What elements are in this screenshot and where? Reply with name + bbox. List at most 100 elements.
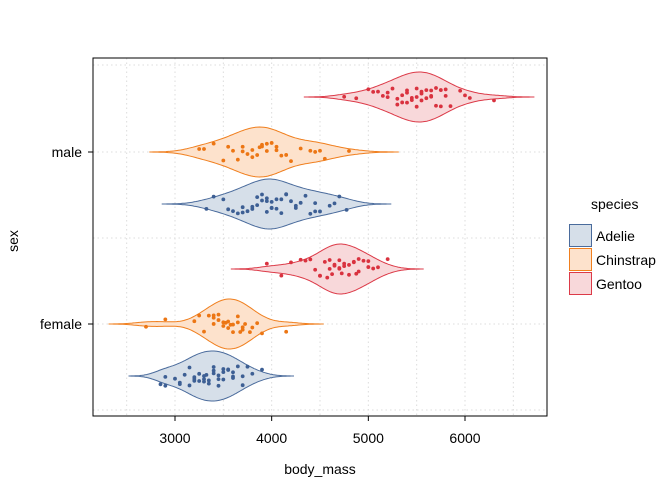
data-point xyxy=(279,197,284,202)
data-point xyxy=(221,158,226,163)
data-point xyxy=(264,149,269,153)
data-point xyxy=(255,153,260,157)
data-point xyxy=(279,273,284,278)
data-point xyxy=(226,144,231,149)
data-point xyxy=(231,148,235,153)
data-point xyxy=(243,322,247,326)
data-point xyxy=(400,93,405,98)
data-point xyxy=(240,210,245,215)
violins xyxy=(108,71,535,402)
data-point xyxy=(206,313,211,318)
data-point xyxy=(264,199,269,204)
data-point xyxy=(332,201,337,206)
data-point xyxy=(187,365,192,370)
data-point xyxy=(269,199,274,204)
data-point xyxy=(467,96,472,100)
data-point xyxy=(163,383,168,388)
legend-label: Gentoo xyxy=(596,276,642,292)
data-point xyxy=(409,96,414,100)
data-point xyxy=(390,86,395,91)
data-point xyxy=(284,153,289,157)
y-tick-label: female xyxy=(40,316,82,332)
data-point xyxy=(313,209,318,214)
data-point xyxy=(325,275,330,280)
data-point xyxy=(144,324,148,329)
legend: species Adelie Chinstrap Gentoo xyxy=(569,196,656,295)
violin-female-adelie xyxy=(128,350,294,402)
data-point xyxy=(240,327,245,332)
data-point xyxy=(279,211,284,216)
data-point xyxy=(347,149,351,153)
data-point xyxy=(434,86,438,90)
data-point xyxy=(177,382,182,387)
data-point xyxy=(211,371,216,376)
data-point xyxy=(298,146,303,151)
data-point xyxy=(202,147,206,151)
data-point xyxy=(448,104,453,109)
data-point xyxy=(434,103,438,108)
data-point xyxy=(429,94,434,98)
legend-key-chinstrap xyxy=(569,248,592,271)
violin-female-chinstrap xyxy=(108,298,324,350)
data-point xyxy=(414,104,419,109)
data-point xyxy=(173,376,177,381)
data-point xyxy=(226,368,231,372)
data-point xyxy=(313,201,318,206)
plot-panel-border xyxy=(92,57,548,417)
data-point xyxy=(187,383,192,388)
data-point xyxy=(313,267,318,272)
data-point xyxy=(197,147,202,151)
data-point xyxy=(216,377,221,382)
data-point xyxy=(204,372,209,377)
data-point xyxy=(240,383,245,388)
data-point xyxy=(240,374,245,379)
data-point xyxy=(318,209,322,214)
data-point xyxy=(257,145,262,150)
data-point xyxy=(347,263,351,267)
data-point xyxy=(269,141,274,145)
data-point xyxy=(298,257,303,262)
data-point xyxy=(255,321,260,326)
data-point xyxy=(279,153,284,158)
data-point xyxy=(226,326,231,330)
data-point xyxy=(308,257,313,262)
data-point xyxy=(361,258,366,263)
data-point xyxy=(414,86,419,91)
data-point xyxy=(245,209,250,214)
data-point xyxy=(385,90,390,95)
data-point xyxy=(250,204,255,209)
data-point xyxy=(197,379,202,383)
data-point xyxy=(158,382,163,387)
data-point xyxy=(216,383,221,388)
legend-label: Adelie xyxy=(596,228,635,244)
violin-male-adelie xyxy=(161,178,392,230)
data-point xyxy=(264,196,269,201)
data-point xyxy=(269,206,274,211)
grid xyxy=(93,58,547,416)
data-point xyxy=(264,210,269,214)
data-point xyxy=(260,192,264,197)
data-point xyxy=(235,314,240,319)
data-point xyxy=(197,313,202,318)
legend-label: Chinstrap xyxy=(596,252,656,268)
data-point xyxy=(250,148,255,152)
data-point xyxy=(405,88,409,93)
data-point xyxy=(344,207,349,212)
data-point xyxy=(354,271,359,276)
data-point xyxy=(332,263,337,268)
data-point xyxy=(211,322,216,326)
data-point xyxy=(438,104,443,109)
data-point xyxy=(211,194,216,199)
data-point xyxy=(318,273,322,278)
y-axis: male female xyxy=(40,144,93,332)
data-point xyxy=(274,206,279,211)
data-point xyxy=(289,260,293,265)
legend-key-gentoo xyxy=(569,272,592,295)
data-point xyxy=(351,260,356,265)
data-point xyxy=(255,203,260,207)
data-point xyxy=(206,381,211,386)
data-point xyxy=(366,87,371,92)
data-point xyxy=(260,331,264,336)
data-point xyxy=(289,159,293,164)
data-point xyxy=(380,93,385,98)
